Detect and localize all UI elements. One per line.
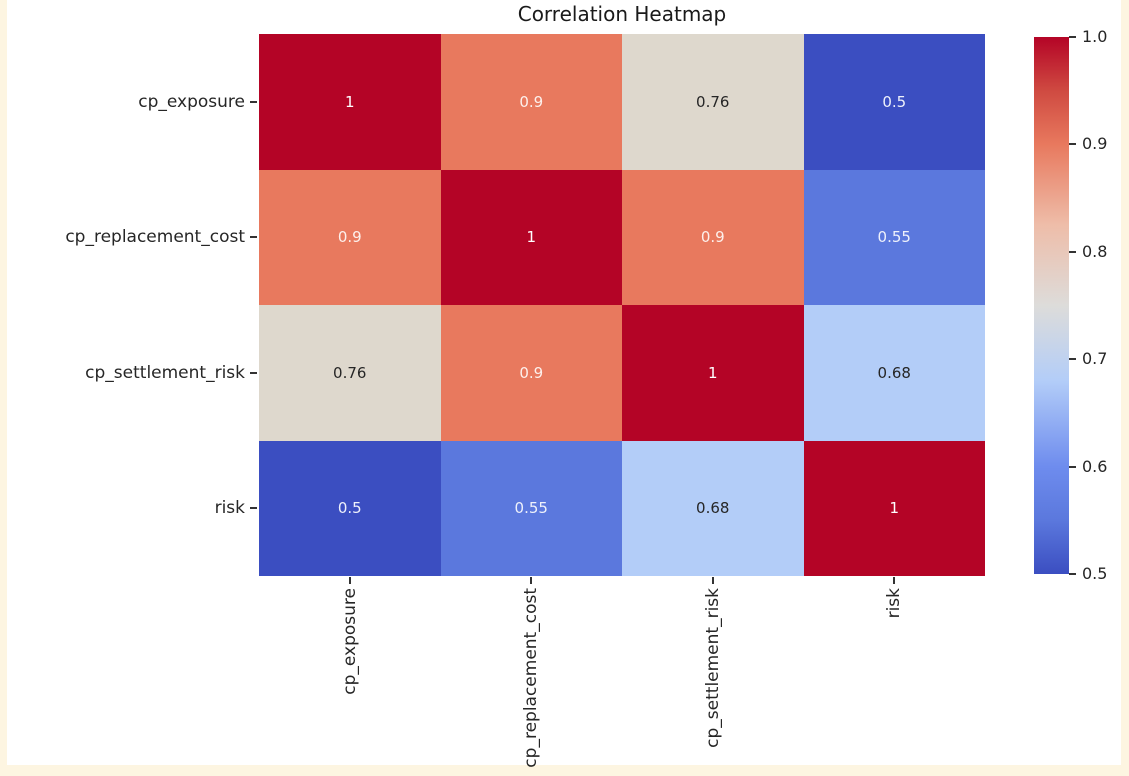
y-tick-label-cp_exposure: cp_exposure (7, 93, 245, 111)
x-tick-label-cp_settlement_risk: cp_settlement_risk (704, 588, 722, 748)
heatmap-cell-cp_settlement_risk-cp_replacement_cost: 0.9 (441, 305, 623, 441)
y-tick-mark (250, 372, 257, 374)
x-tick-mark (712, 577, 714, 584)
x-tick-mark (893, 577, 895, 584)
heatmap-cell-risk-risk: 1 (804, 441, 986, 577)
heatmap-cell-cp_replacement_cost-cp_exposure: 0.9 (259, 170, 441, 306)
x-tick-label-cp_replacement_cost: cp_replacement_cost (522, 588, 540, 768)
y-tick-mark (250, 507, 257, 509)
heatmap-cell-cp_exposure-cp_settlement_risk: 0.76 (622, 34, 804, 170)
y-tick-label-cp_settlement_risk: cp_settlement_risk (7, 364, 245, 382)
heatmap-cell-cp_exposure-cp_exposure: 1 (259, 34, 441, 170)
y-tick-mark (250, 236, 257, 238)
x-tick-label-cp_exposure: cp_exposure (341, 588, 359, 695)
heatmap-cell-cp_exposure-risk: 0.5 (804, 34, 986, 170)
heatmap-cell-risk-cp_replacement_cost: 0.55 (441, 441, 623, 577)
correlation-heatmap: 10.90.760.50.910.90.550.760.910.680.50.5… (259, 34, 985, 576)
x-tick-label-risk: risk (885, 588, 903, 618)
heatmap-cell-risk-cp_settlement_risk: 0.68 (622, 441, 804, 577)
heatmap-cell-cp_settlement_risk-cp_settlement_risk: 1 (622, 305, 804, 441)
heatmap-cell-cp_replacement_cost-cp_settlement_risk: 0.9 (622, 170, 804, 306)
y-tick-label-cp_replacement_cost: cp_replacement_cost (7, 228, 245, 246)
colorbar-tick-mark (1069, 143, 1076, 145)
colorbar-tick-label-0.6: 0.6 (1082, 458, 1107, 476)
y-tick-mark (250, 101, 257, 103)
y-tick-label-risk: risk (7, 499, 245, 517)
matplotlib-figure: Correlation Heatmap 10.90.760.50.910.90.… (7, 0, 1121, 765)
page-background: { "page": { "background_color": "#fdf5e1… (0, 0, 1129, 776)
heatmap-cell-cp_settlement_risk-cp_exposure: 0.76 (259, 305, 441, 441)
colorbar-tick-mark (1069, 251, 1076, 253)
heatmap-cell-cp_settlement_risk-risk: 0.68 (804, 305, 986, 441)
x-tick-mark (530, 577, 532, 584)
colorbar (1034, 37, 1069, 574)
heatmap-cell-risk-cp_exposure: 0.5 (259, 441, 441, 577)
x-tick-mark (349, 577, 351, 584)
colorbar-tick-mark (1069, 573, 1076, 575)
heatmap-cell-cp_replacement_cost-cp_replacement_cost: 1 (441, 170, 623, 306)
colorbar-tick-label-0.9: 0.9 (1082, 135, 1107, 153)
colorbar-tick-mark (1069, 466, 1076, 468)
chart-title: Correlation Heatmap (259, 2, 985, 26)
colorbar-tick-mark (1069, 358, 1076, 360)
colorbar-tick-label-0.7: 0.7 (1082, 350, 1107, 368)
heatmap-cell-cp_exposure-cp_replacement_cost: 0.9 (441, 34, 623, 170)
heatmap-cell-cp_replacement_cost-risk: 0.55 (804, 170, 986, 306)
colorbar-tick-label-0.8: 0.8 (1082, 243, 1107, 261)
colorbar-tick-label-1.0: 1.0 (1082, 28, 1107, 46)
colorbar-tick-mark (1069, 36, 1076, 38)
colorbar-tick-label-0.5: 0.5 (1082, 565, 1107, 583)
